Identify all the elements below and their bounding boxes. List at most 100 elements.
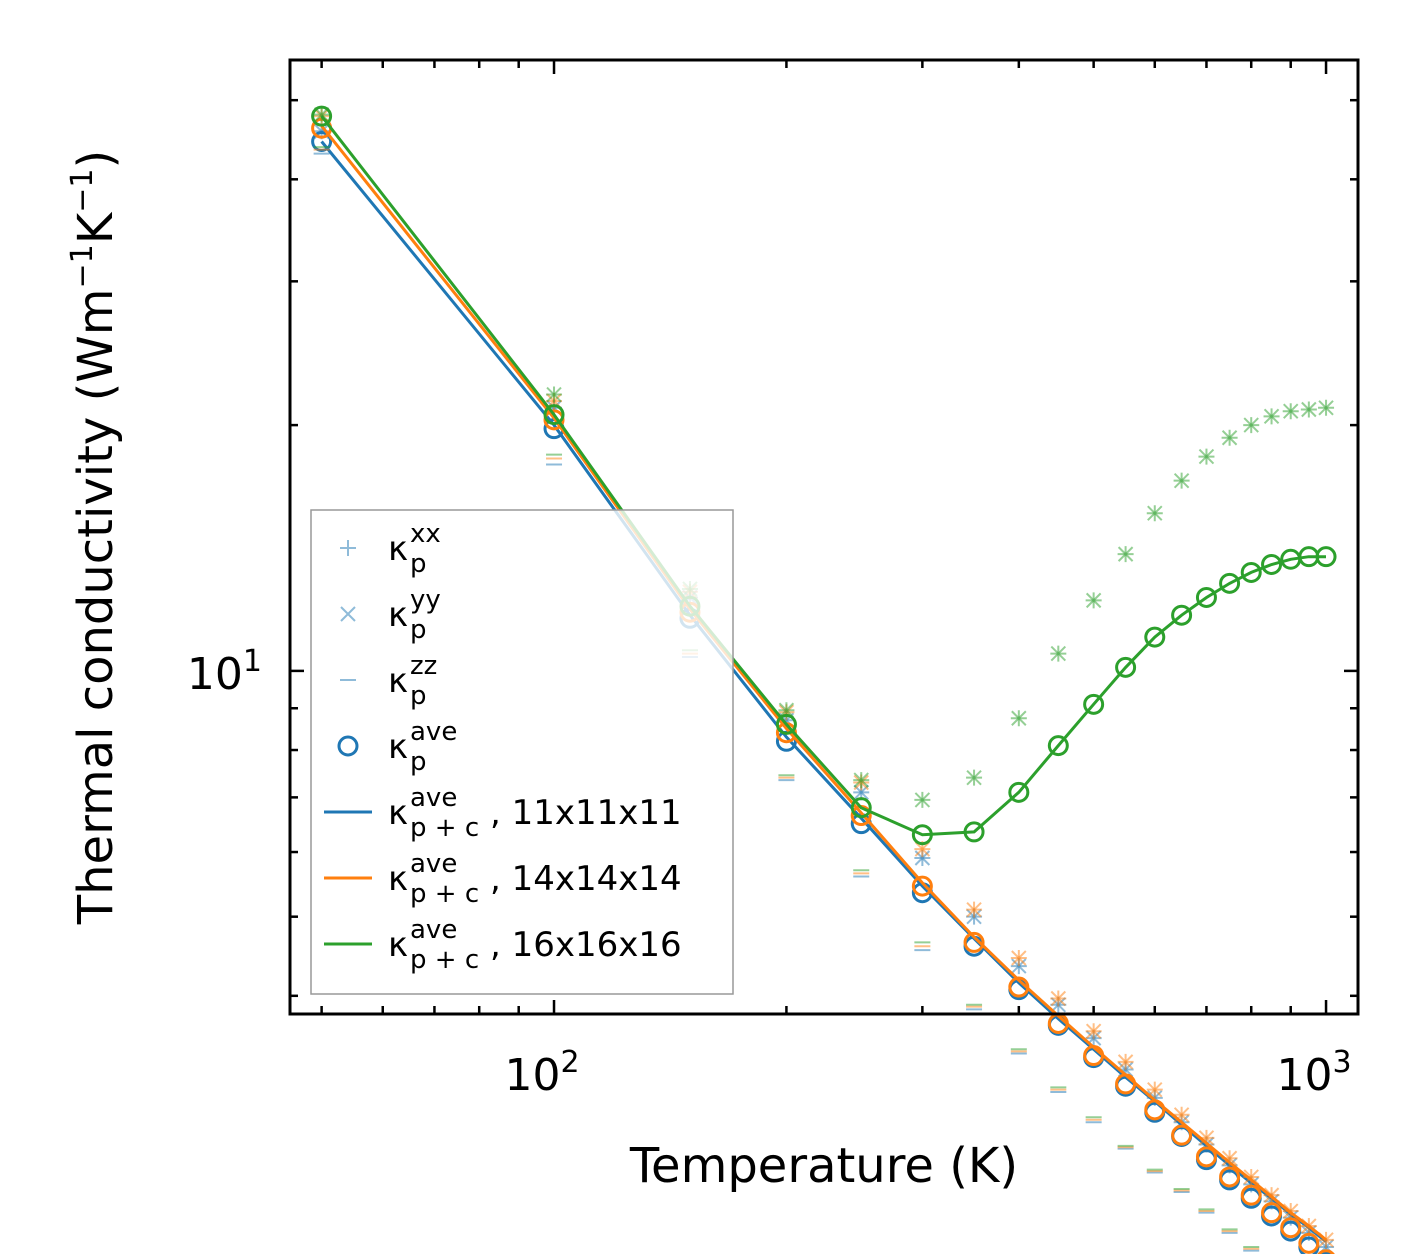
legend-kappa: κ — [388, 661, 408, 701]
kpc-ave-line — [320, 124, 1327, 1241]
legend-entry: κ zzp — [340, 651, 437, 711]
kp-ave-point — [963, 821, 985, 843]
kp-ave-point — [1171, 1124, 1193, 1146]
legend-sup: ave — [410, 783, 457, 813]
legend-label: κ — [388, 595, 408, 635]
kp-ave-point — [963, 931, 985, 953]
y-axis-title-sup2: −1 — [65, 169, 100, 213]
kp-ave-point — [311, 105, 333, 127]
legend-label: κ — [388, 727, 408, 767]
legend-label: κ — [388, 793, 408, 833]
x-tick-exp: 2 — [560, 1045, 579, 1080]
legend-kappa: κ — [388, 925, 408, 965]
series-16x16x16 — [311, 105, 1337, 1248]
kp-ave-point — [1195, 1146, 1217, 1168]
legend-sub: p — [410, 615, 427, 645]
kp-ave-point — [1318, 1251, 1334, 1254]
kp-yy-point — [914, 792, 931, 808]
kp-yy-point — [1221, 430, 1238, 446]
y-tick-label: 101 — [187, 644, 262, 700]
legend-cross-marker — [340, 606, 356, 622]
kp-ave-point — [850, 797, 872, 819]
legend-sub: p — [410, 549, 427, 579]
y-tick-base: 10 — [187, 649, 243, 700]
kp-ave-point — [1083, 1045, 1105, 1067]
kp-yy-point — [1011, 710, 1027, 726]
kp-yy-point — [1117, 546, 1134, 562]
legend-sup: zz — [410, 651, 437, 681]
legend-suffix: , 11x11x11 — [490, 793, 682, 833]
x-tick-exp: 3 — [1332, 1045, 1351, 1080]
y-axis-title-end: ) — [68, 150, 124, 169]
legend-kappa: κ — [388, 595, 408, 635]
legend-sub: p + c — [410, 813, 479, 843]
kp-ave-point — [543, 404, 565, 426]
legend-label: κ — [388, 661, 408, 701]
legend-sup: ave — [410, 849, 457, 879]
kp-ave-point — [1298, 1232, 1320, 1254]
kp-ave-point — [1083, 693, 1105, 715]
kp-yy-point — [1301, 401, 1317, 418]
x-tick-base: 10 — [1276, 1050, 1332, 1101]
kp-ave-point — [1219, 1166, 1241, 1188]
kpc-ave-line — [320, 115, 1326, 837]
kp-yy-point — [1243, 1169, 1259, 1185]
kp-yy-point — [1050, 990, 1067, 1007]
kp-ave-point — [1240, 561, 1262, 583]
legend-label: κ — [388, 529, 408, 569]
legend-sup: yy — [410, 585, 441, 615]
kp-yy-point — [546, 386, 562, 403]
kp-ave-point — [1317, 1249, 1335, 1254]
x-tick-label: 102 — [504, 1045, 579, 1101]
kp-yy-point — [1198, 1130, 1215, 1146]
kp-yy-point — [1263, 408, 1280, 425]
kp-ave-point — [911, 875, 933, 897]
y-tick-exp: 1 — [243, 644, 262, 679]
kp-ave-point — [1144, 1099, 1166, 1121]
legend-circle-marker — [337, 735, 359, 757]
legend-sup: ave — [410, 717, 457, 747]
legend-label: κ — [388, 925, 408, 965]
legend-sub: p + c — [410, 945, 479, 975]
kp-ave-point — [911, 824, 933, 846]
y-axis-title: Thermal conductivity (Wm−1K−1) — [65, 150, 124, 925]
kp-yy-point — [1117, 1054, 1134, 1070]
kp-ave-point — [1195, 586, 1217, 608]
legend-kappa: κ — [388, 793, 408, 833]
legend-plus-marker — [340, 540, 356, 556]
kp-ave-point — [1280, 1217, 1302, 1239]
y-axis-title-mid: K — [68, 211, 124, 244]
y-axis-title-main: Thermal conductivity (Wm — [68, 288, 124, 925]
kp-yy-point — [1318, 400, 1334, 416]
legend-box — [310, 509, 734, 995]
kp-yy-point — [1283, 403, 1299, 419]
kp-ave-point — [1008, 976, 1030, 998]
kp-yy-point — [1221, 1150, 1238, 1166]
kp-ave-point — [1240, 1184, 1262, 1206]
kp-yy-point — [966, 769, 982, 786]
legend-entry: κ yyp — [340, 585, 441, 645]
kp-ave-point — [1115, 656, 1137, 678]
plot-frame — [288, 58, 1360, 1016]
kp-yy-point — [966, 901, 982, 918]
legend-sub: p — [410, 747, 427, 777]
legend-suffix: , 14x14x14 — [490, 859, 682, 899]
legend-sup: xx — [410, 519, 441, 549]
kp-ave-point — [1219, 572, 1241, 594]
kp-ave-point — [1047, 735, 1069, 757]
kp-yy-point — [1147, 505, 1163, 521]
kp-ave-point — [1315, 546, 1337, 568]
x-axis-title: Temperature (K) — [629, 1138, 1018, 1194]
kp-ave-point — [1171, 604, 1193, 626]
legend-sub: p — [410, 681, 427, 711]
kp-yy-point — [1173, 472, 1190, 489]
kp-yy-point — [1011, 950, 1027, 966]
legend-sub: p + c — [410, 879, 479, 909]
kp-yy-point — [853, 772, 869, 788]
kp-ave-point — [1008, 781, 1030, 803]
